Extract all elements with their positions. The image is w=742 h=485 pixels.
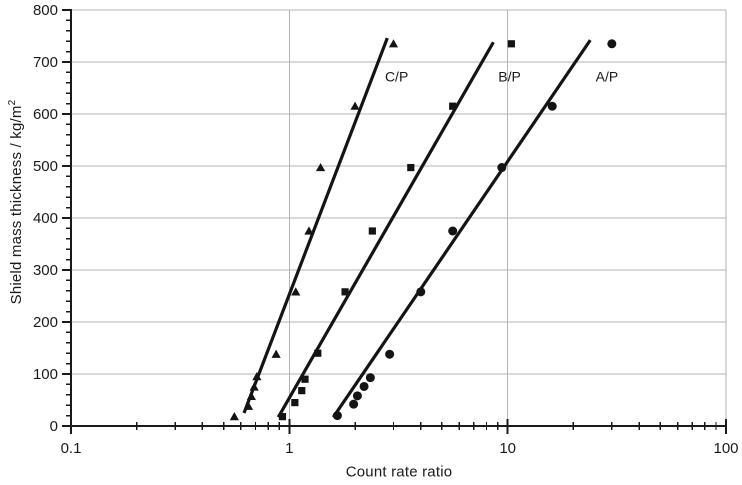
x-tick-label: 100 — [713, 440, 738, 457]
series-cp: C/P — [229, 37, 408, 421]
marker-square — [449, 102, 457, 110]
marker-circle — [349, 399, 359, 409]
marker-circle — [607, 39, 617, 49]
x-tick-label: 0.1 — [61, 440, 82, 457]
y-tick-label: 600 — [33, 106, 58, 123]
x-axis-title: Count rate ratio — [345, 463, 453, 481]
series-label-cp: C/P — [385, 69, 408, 85]
marker-square — [278, 413, 287, 421]
series-bp: B/P — [276, 40, 521, 421]
marker-circle — [547, 101, 557, 111]
y-tick-label: 700 — [33, 54, 58, 71]
marker-triangle — [271, 349, 281, 358]
y-tick-label: 300 — [33, 262, 58, 279]
marker-square — [368, 227, 376, 235]
tick-labels: 0 100 200 300 400 500 600 700 800 0.1 1 10 100 — [33, 2, 739, 457]
marker-triangle — [304, 226, 314, 235]
x-tick-label: 10 — [499, 440, 516, 457]
y-axis-title-superscript: 2 — [7, 99, 18, 106]
marker-triangle — [249, 382, 259, 391]
marker-circle — [352, 391, 362, 401]
series-label-bp: B/P — [498, 69, 521, 85]
series-label-ap: A/P — [596, 69, 619, 85]
y-tick-label: 0 — [50, 418, 58, 435]
marker-triangle — [315, 162, 326, 172]
marker-square — [314, 349, 322, 357]
y-tick-label: 400 — [33, 210, 58, 227]
marker-circle — [448, 226, 458, 236]
y-tick-label: 500 — [33, 158, 58, 175]
marker-square — [341, 288, 349, 296]
ticks — [62, 9, 727, 434]
y-axis-title: Shield mass thickness / kg/m2 — [7, 100, 25, 305]
marker-triangle — [291, 287, 301, 296]
trendline-bp — [276, 41, 495, 418]
marker-triangle — [388, 39, 399, 48]
marker-square — [407, 163, 415, 172]
marker-triangle — [350, 101, 360, 110]
marker-triangle — [229, 412, 239, 421]
y-tick-label: 100 — [33, 366, 58, 383]
marker-square — [507, 40, 515, 48]
marker-square — [291, 399, 299, 407]
trendline-ap — [331, 39, 592, 419]
y-tick-label: 800 — [33, 2, 58, 19]
marker-circle — [332, 411, 342, 421]
y-axis-title-text: Shield mass thickness / kg/m — [8, 105, 25, 305]
series-ap: A/P — [331, 39, 619, 421]
marker-square — [298, 387, 306, 395]
marker-circle — [359, 381, 369, 391]
marker-square — [301, 375, 309, 383]
marker-circle — [497, 163, 507, 173]
marker-triangle — [243, 401, 254, 410]
y-tick-label: 200 — [33, 314, 58, 331]
marker-triangle — [246, 391, 256, 400]
marker-circle — [416, 287, 426, 297]
marker-triangle — [252, 372, 262, 381]
marker-circle — [365, 373, 375, 383]
trendline-cp — [242, 37, 389, 414]
gridlines — [71, 9, 727, 426]
x-tick-label: 1 — [285, 440, 293, 457]
marker-circle — [385, 349, 395, 359]
